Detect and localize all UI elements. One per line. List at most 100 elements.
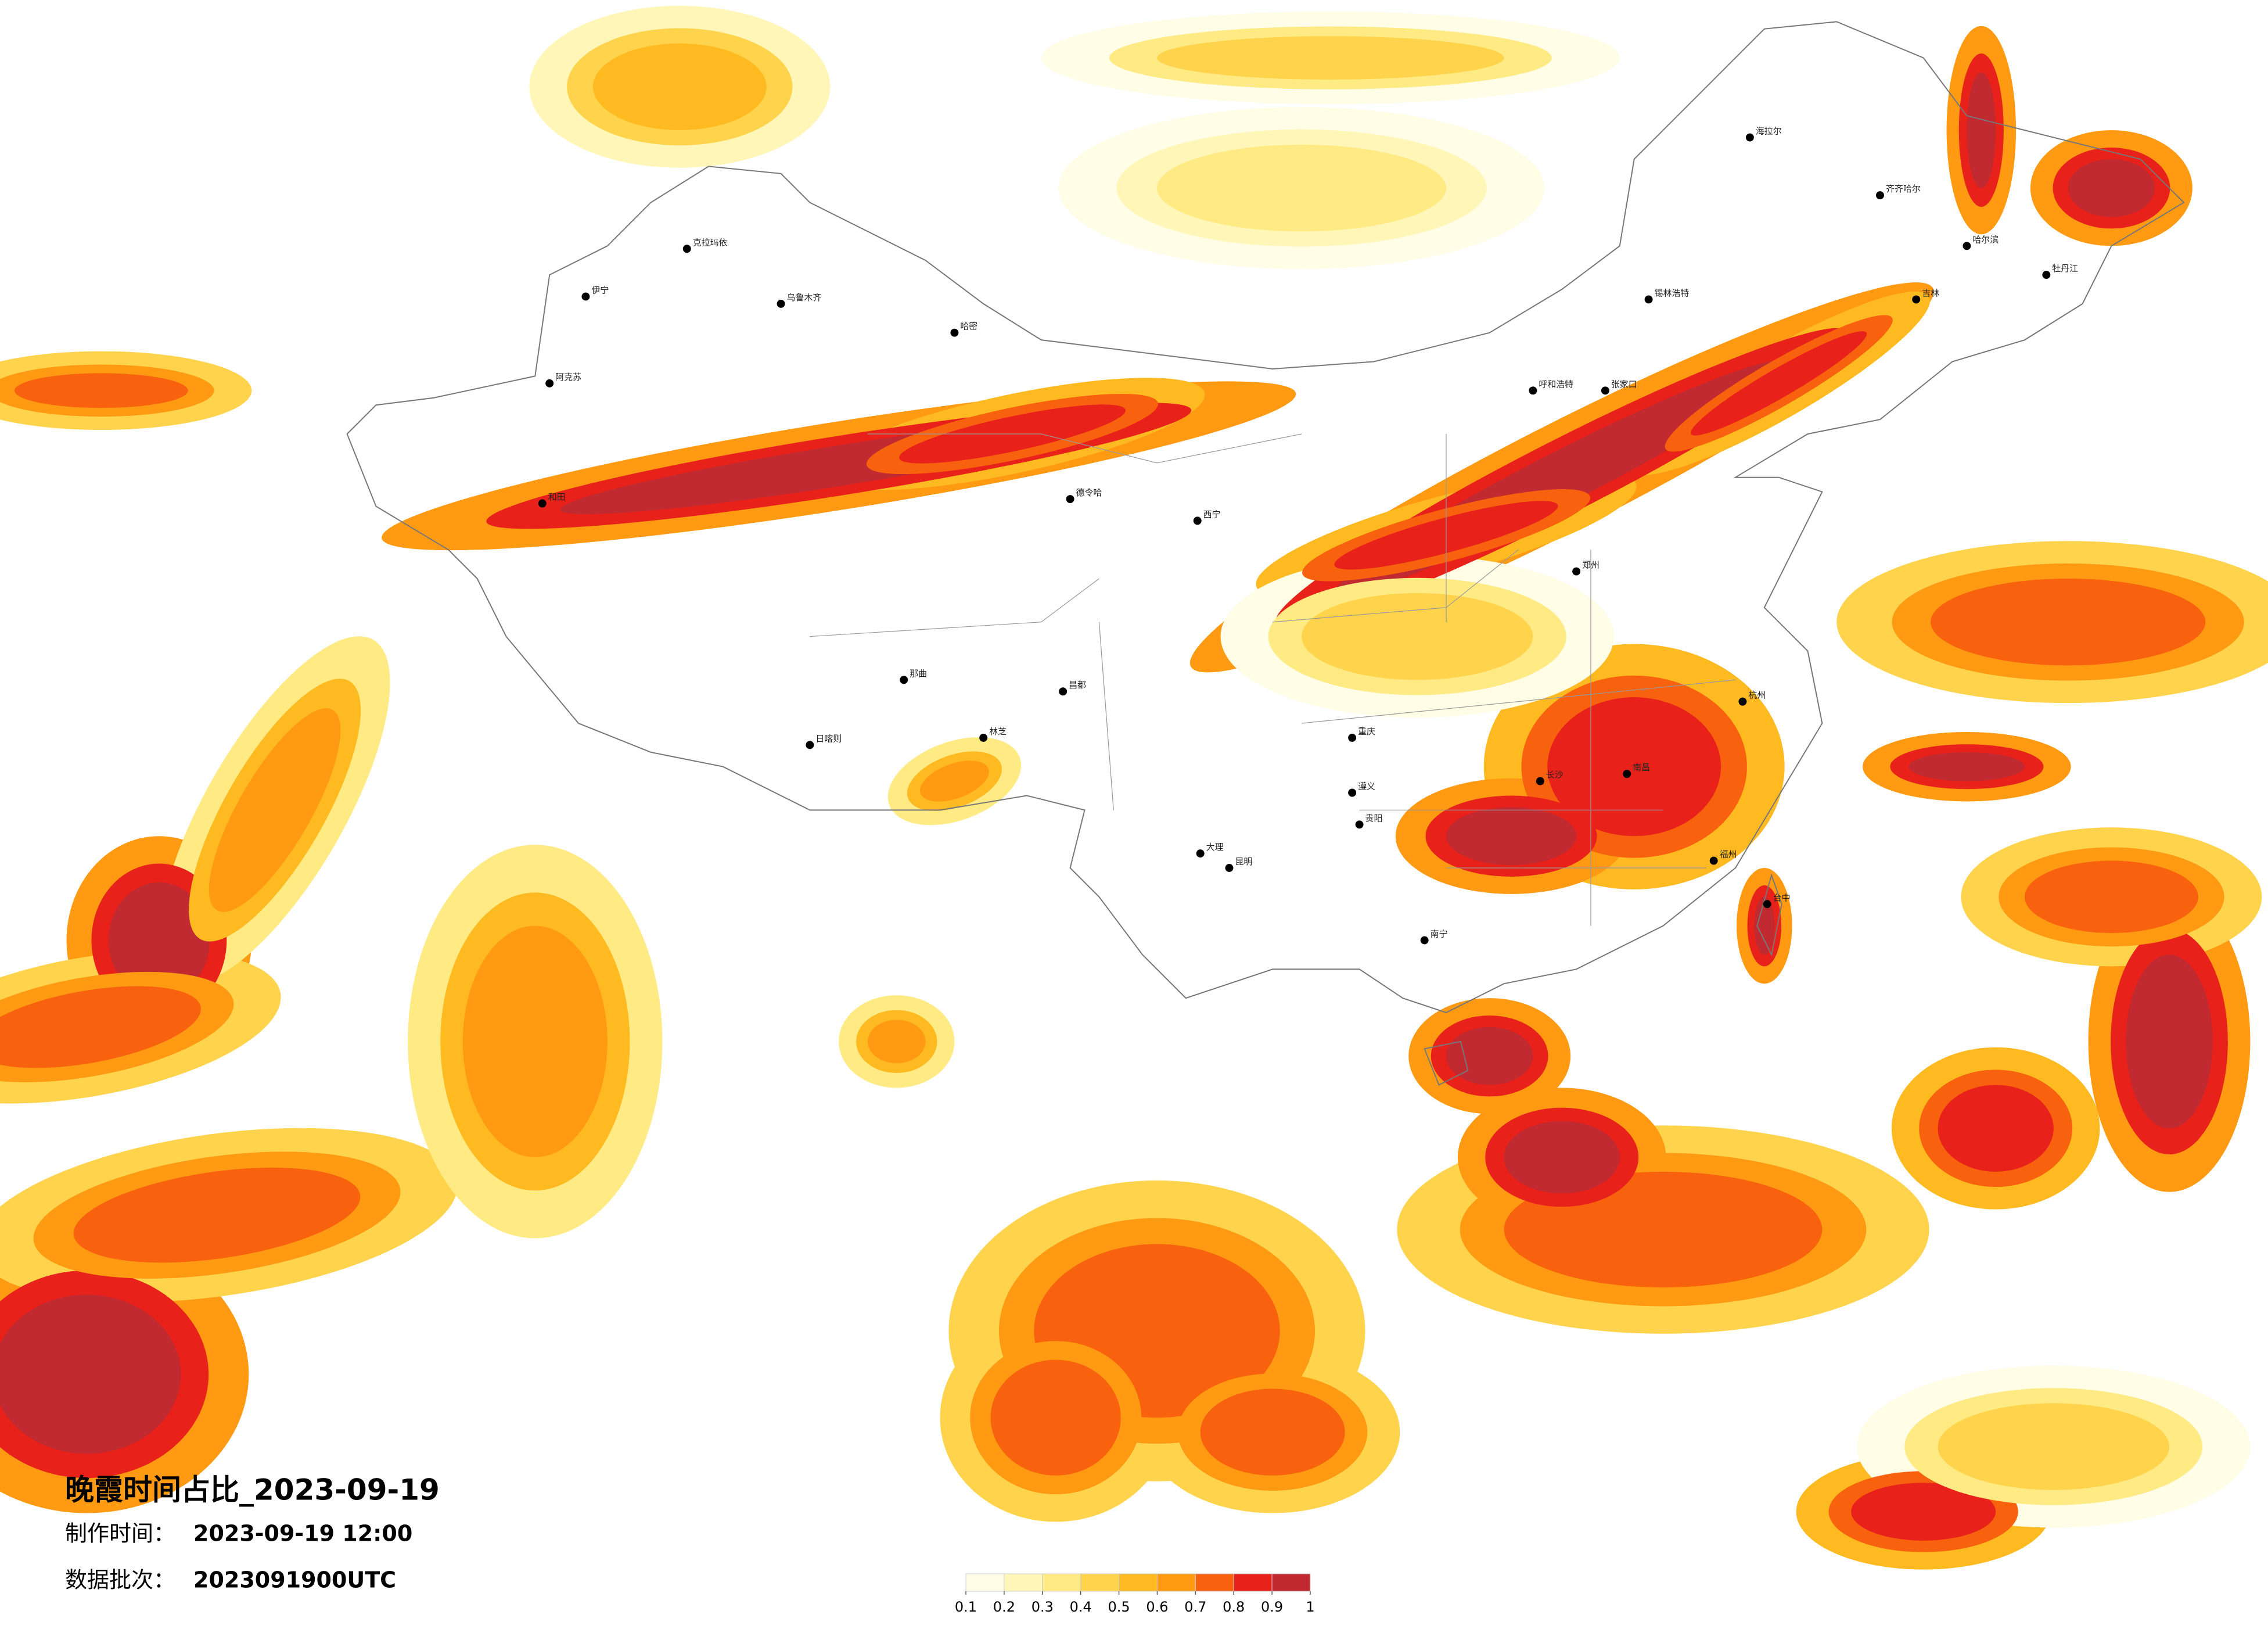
colorbar-tick-label: 0.8 xyxy=(1223,1599,1245,1615)
heat-core xyxy=(1504,1121,1620,1194)
city-dot xyxy=(1745,133,1754,142)
colorbar-tick-label: 1 xyxy=(1306,1599,1314,1615)
city-label: 杭州 xyxy=(1748,690,1766,701)
city-dot xyxy=(806,741,814,749)
city-dot xyxy=(1601,386,1609,395)
city-dot xyxy=(1738,697,1747,706)
city-dot xyxy=(1348,733,1357,742)
city-label: 昆明 xyxy=(1235,856,1252,867)
city-dot xyxy=(1355,820,1364,829)
city-dot xyxy=(950,328,959,337)
city-dot xyxy=(682,245,691,253)
city-label: 那曲 xyxy=(910,668,927,679)
city-dot xyxy=(1572,567,1581,576)
heat-core xyxy=(209,708,341,912)
city-dot xyxy=(1196,849,1205,858)
colorbar: 0.1 0.2 0.3 0.4 0.5 0.6 0.7 0.8 0.9 1 xyxy=(955,1573,1315,1615)
city-dot xyxy=(1225,864,1234,872)
heat-core xyxy=(1754,896,1775,955)
colorbar-box xyxy=(1119,1573,1158,1592)
colorbar-tick-label: 0.4 xyxy=(1070,1599,1092,1615)
city-dot xyxy=(979,733,988,742)
city-label: 大理 xyxy=(1206,842,1224,852)
city-dot xyxy=(1763,900,1771,909)
heat-core xyxy=(1157,145,1446,232)
city-label: 阿克苏 xyxy=(555,372,581,382)
city-dot xyxy=(1420,936,1429,945)
colorbar-box xyxy=(1004,1573,1043,1592)
city-label: 哈密 xyxy=(960,321,977,332)
heat-core xyxy=(1851,1483,1996,1541)
colorbar-box xyxy=(1233,1573,1273,1592)
boundaries xyxy=(346,21,2185,1086)
heat-core xyxy=(1157,36,1504,80)
heat-core xyxy=(0,986,201,1068)
city-label: 克拉玛依 xyxy=(693,237,728,247)
batch-label: 数据批次： xyxy=(65,1567,175,1593)
city-dot xyxy=(1059,687,1067,696)
country-outline xyxy=(346,21,2185,1014)
heat-core xyxy=(592,43,767,131)
colorbar-box xyxy=(1080,1573,1120,1592)
city-dot xyxy=(1066,495,1074,504)
colorbar-box xyxy=(1195,1573,1234,1592)
city-dot xyxy=(581,292,590,301)
heat-core xyxy=(73,1167,361,1263)
city-label: 福州 xyxy=(1720,849,1737,860)
title: 晚霞时间占比_2023-09-19 xyxy=(65,1473,440,1507)
colorbar-tick-label: 0.7 xyxy=(1184,1599,1206,1615)
heat-core xyxy=(1938,1403,2169,1490)
city-dot xyxy=(538,499,547,508)
city-label: 日喀则 xyxy=(815,733,842,744)
city-label: 锡林浩特 xyxy=(1655,288,1690,298)
city-dot xyxy=(1644,295,1653,304)
city-label: 台中 xyxy=(1773,892,1791,903)
city-label: 牡丹江 xyxy=(2052,263,2078,274)
heat-core xyxy=(1931,579,2206,666)
colorbar-tick-label: 0.5 xyxy=(1108,1599,1130,1615)
heat-core xyxy=(108,882,210,999)
taiwan xyxy=(1756,873,1782,957)
city-dot xyxy=(1963,242,1971,250)
city-label: 德令哈 xyxy=(1076,487,1102,498)
heat-core xyxy=(14,373,188,408)
heat-core xyxy=(1908,752,2025,781)
colorbar-tick-label: 0.2 xyxy=(993,1599,1015,1615)
city-label: 南昌 xyxy=(1633,762,1650,773)
colorbar-tick-label: 0.1 xyxy=(955,1599,977,1615)
heat-core xyxy=(2025,860,2198,934)
city-label: 西宁 xyxy=(1203,509,1221,519)
colorbar-box xyxy=(1271,1573,1311,1592)
city-label: 吉林 xyxy=(1922,288,1939,298)
city-dot xyxy=(777,299,785,308)
heat-core xyxy=(1200,1388,1345,1476)
heat-core xyxy=(2068,159,2155,217)
heat-core xyxy=(1446,807,1577,866)
city-dot xyxy=(1348,788,1357,797)
city-label: 重庆 xyxy=(1358,726,1375,737)
city-label: 林芝 xyxy=(989,726,1007,737)
colorbar-tick-label: 0.9 xyxy=(1261,1599,1283,1615)
batch: 2023091900UTC xyxy=(193,1567,396,1593)
province-lines xyxy=(810,433,1736,926)
colorbar-box xyxy=(1042,1573,1081,1592)
colorbar-tick-label: 0.6 xyxy=(1146,1599,1168,1615)
heat-core xyxy=(1302,593,1533,680)
made-time: 2023-09-19 12:00 xyxy=(193,1521,412,1547)
city-dot xyxy=(545,379,554,387)
city-label: 昌都 xyxy=(1069,680,1086,690)
city-dot xyxy=(1536,777,1544,785)
heat-core xyxy=(1691,331,1867,436)
city-label: 郑州 xyxy=(1582,560,1600,570)
city-label: 海拉尔 xyxy=(1756,126,1782,137)
colorbar-tick-label: 0.3 xyxy=(1031,1599,1054,1615)
city-label: 齐齐哈尔 xyxy=(1886,184,1921,194)
heat-core xyxy=(1967,72,1996,188)
heat-core xyxy=(1938,1085,2054,1172)
city-dot xyxy=(1709,856,1718,865)
city-label: 张家口 xyxy=(1611,379,1637,389)
heat-core xyxy=(868,1020,926,1064)
